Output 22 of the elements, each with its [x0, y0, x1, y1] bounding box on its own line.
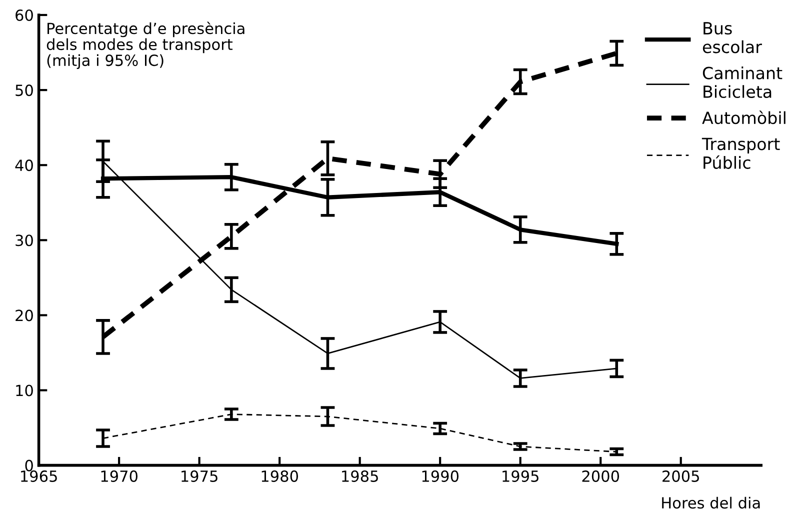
- y-tick-label: 30: [16, 234, 33, 246]
- x-tick-label: 1970: [101, 470, 138, 482]
- x-tick-label: 1990: [422, 470, 459, 482]
- x-tick-label: 1995: [502, 470, 538, 482]
- legend-label: Transport Públic: [702, 138, 780, 169]
- x-tick-label: 1965: [21, 470, 57, 482]
- y-axis-title: Percentatge d’e presència dels modes de transport (mitja i 95% IC): [46, 22, 244, 70]
- x-tick-label: 1975: [182, 470, 218, 482]
- x-tick-label: 2000: [582, 470, 620, 482]
- legend-label: Bus escolar: [702, 22, 762, 54]
- y-tick-label: 20: [16, 310, 33, 322]
- x-axis-title: Hores del dia: [662, 496, 760, 509]
- x-tick-label: 2005: [662, 470, 699, 482]
- y-tick-label: 0: [25, 460, 33, 472]
- y-tick-label: 10: [16, 384, 33, 396]
- y-tick-label: 40: [15, 160, 33, 172]
- x-tick-label: 1985: [342, 470, 378, 482]
- x-tick-label: 1980: [262, 470, 298, 482]
- legend-label: Automòbil: [702, 110, 786, 124]
- y-tick-label: 60: [16, 9, 33, 22]
- y-tick-label: 50: [16, 84, 33, 96]
- legend-label: Caminant Bicicleta: [702, 66, 782, 98]
